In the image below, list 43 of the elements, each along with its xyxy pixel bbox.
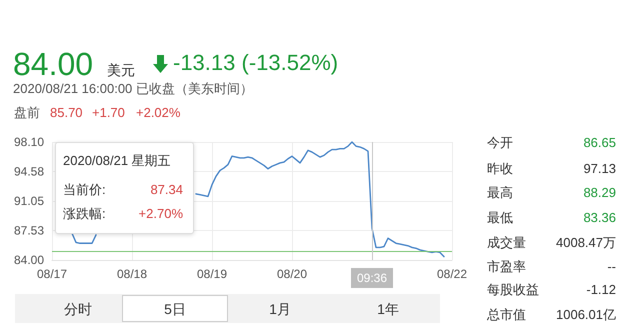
x-tick-label: 08/19 — [196, 267, 228, 281]
text: -- — [607, 259, 616, 274]
text: 1006.01亿 — [556, 307, 616, 322]
text: 每股收益 — [487, 282, 539, 297]
text: 2020/08/21 16:00:00 已收盘（美东时间） — [13, 81, 253, 96]
text: -13.13 (-13.52%) — [173, 50, 338, 75]
x-tick-label: 08/22 — [436, 267, 468, 281]
text: 盘前 — [14, 105, 40, 120]
text: 1月 — [268, 301, 292, 317]
text: 美元 — [107, 62, 135, 78]
text: 最高 — [487, 185, 513, 200]
text: 市盈率 — [487, 259, 526, 274]
text: -1.12 — [586, 282, 616, 297]
text: 97.13 — [583, 161, 616, 176]
text: 85.70 — [50, 105, 83, 120]
y-tick-label: 94.58 — [14, 164, 44, 178]
y-tick-label: 91.05 — [14, 194, 44, 208]
x-tick-label: 09:36 — [356, 271, 388, 285]
annotation: 涨跌幅: — [63, 206, 106, 221]
text: +1.70 — [92, 105, 125, 120]
x-tick-label: 08/18 — [116, 267, 148, 281]
x-tick-label: 08/17 — [36, 267, 68, 281]
text: 4008.47万 — [556, 235, 616, 250]
y-tick-label: 87.53 — [14, 223, 44, 238]
text: 88.29 — [583, 185, 616, 200]
text: 86.65 — [583, 135, 616, 150]
annotation: 87.34 — [150, 182, 183, 197]
text: 今开 — [487, 135, 513, 150]
text: 5日 — [163, 301, 187, 317]
annotation: +2.70% — [138, 206, 183, 221]
x-tick-label: 08/20 — [276, 267, 308, 281]
y-tick-label: 84.00 — [14, 253, 44, 267]
text: 1年 — [376, 301, 400, 317]
text: 总市值 — [487, 307, 526, 322]
annotation: 当前价: — [63, 182, 106, 197]
annotation: 2020/08/21 星期五 — [63, 153, 171, 168]
text: +2.02% — [136, 105, 180, 120]
text: 成交量 — [487, 235, 526, 250]
text: 昨收 — [487, 161, 513, 176]
text: 最低 — [487, 210, 513, 225]
text: 分时 — [63, 301, 93, 317]
text: 83.36 — [583, 210, 616, 225]
y-tick-label: 98.10 — [14, 135, 44, 149]
